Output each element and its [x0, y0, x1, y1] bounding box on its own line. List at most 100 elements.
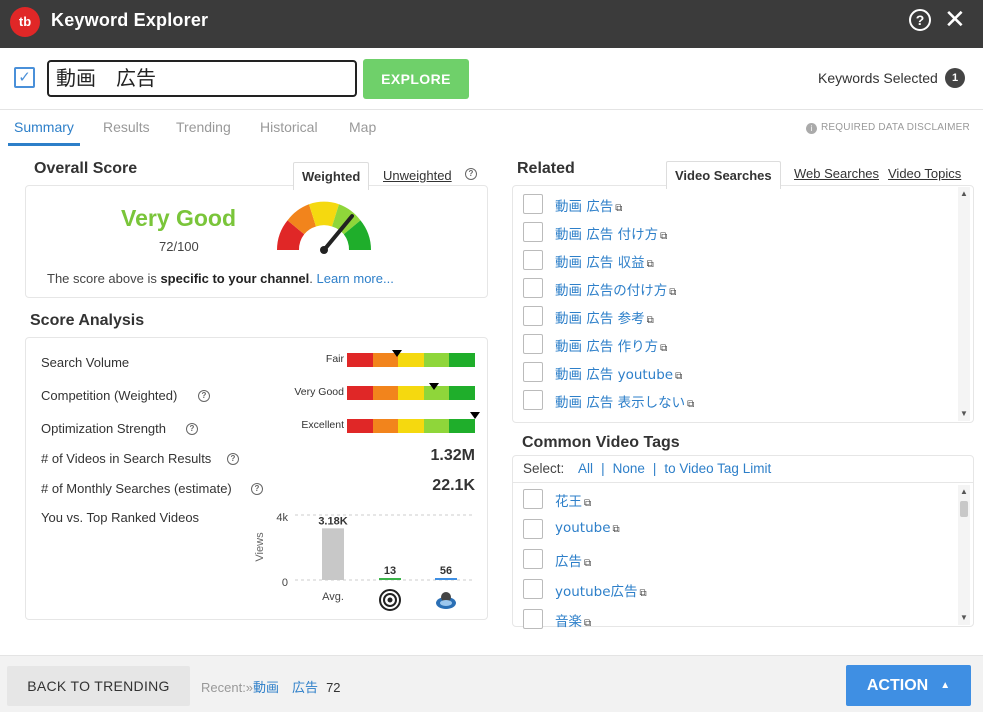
external-link-icon[interactable]: ⧉ [660, 343, 668, 354]
list-item[interactable]: 動画 広告 収益 ⧉ [523, 250, 953, 272]
tags-title: Common Video Tags [522, 434, 680, 451]
tab-map[interactable]: Map [349, 119, 377, 135]
external-link-icon[interactable]: ⧉ [687, 399, 695, 410]
tab-results[interactable]: Results [103, 119, 150, 135]
external-link-icon[interactable]: ⧉ [646, 315, 654, 326]
item-checkbox[interactable] [523, 362, 543, 382]
list-item[interactable]: 広告 ⧉ [523, 549, 953, 571]
item-checkbox[interactable] [523, 250, 543, 270]
scroll-thumb[interactable] [960, 501, 968, 517]
tab-web-searches[interactable]: Web Searches [794, 166, 880, 181]
active-tab-indicator [8, 143, 80, 146]
question-icon[interactable]: ? [465, 168, 477, 180]
explore-button[interactable]: EXPLORE [363, 59, 469, 99]
related-panel [512, 185, 974, 423]
tab-video-searches[interactable]: Video Searches [666, 161, 781, 189]
score-gauge-icon [277, 201, 371, 254]
question-icon[interactable]: ? [186, 423, 198, 435]
tag-checkbox[interactable] [523, 609, 543, 629]
related-title: Related [517, 160, 575, 177]
item-checkbox[interactable] [523, 390, 543, 410]
list-item[interactable]: youtube広告 ⧉ [523, 579, 953, 601]
target-icon [379, 589, 401, 611]
list-item[interactable]: 動画 広告 付け方 ⧉ [523, 222, 953, 244]
learn-more-link[interactable]: Learn more... [316, 271, 394, 286]
list-item[interactable]: youtube ⧉ [523, 519, 953, 541]
list-item[interactable]: 音楽 ⧉ [523, 609, 953, 631]
bar-1 [379, 578, 401, 580]
action-button[interactable]: ACTION ▲ [846, 665, 971, 706]
external-link-icon[interactable]: ⧉ [615, 203, 623, 214]
tag-checkbox[interactable] [523, 489, 543, 509]
footer: BACK TO TRENDING Recent:»動画 広告 72 ACTION ▲ [0, 655, 983, 712]
external-link-icon[interactable]: ⧉ [584, 498, 592, 509]
tab-summary[interactable]: Summary [14, 119, 74, 135]
optimization-label: Optimization Strength [41, 421, 167, 436]
tag-checkbox[interactable] [523, 579, 543, 599]
close-icon[interactable]: ✕ [944, 4, 966, 34]
external-link-icon[interactable]: ⧉ [669, 287, 677, 298]
list-item[interactable]: 動画 広告 作り方 ⧉ [523, 334, 953, 356]
question-icon[interactable]: ? [251, 483, 263, 495]
external-link-icon[interactable]: ⧉ [660, 231, 668, 242]
info-icon: i [806, 123, 817, 134]
list-item[interactable]: 花王 ⧉ [523, 489, 953, 511]
score-analysis-panel [25, 337, 488, 620]
item-checkbox[interactable] [523, 222, 543, 242]
help-icon[interactable]: ? [909, 9, 931, 31]
external-link-icon[interactable]: ⧉ [584, 558, 592, 569]
competition-meter [347, 386, 475, 400]
tab-trending[interactable]: Trending [176, 119, 231, 135]
recent-score: 72 [326, 680, 341, 695]
select-all-link[interactable]: All [578, 461, 594, 476]
item-checkbox[interactable] [523, 306, 543, 326]
related-scrollbar[interactable]: ▲ ▼ [958, 187, 970, 421]
tag-checkbox[interactable] [523, 519, 543, 539]
list-item[interactable]: 動画 広告の付け方 ⧉ [523, 278, 953, 300]
item-checkbox[interactable] [523, 334, 543, 354]
tab-historical[interactable]: Historical [260, 119, 318, 135]
list-item[interactable]: 動画 広告 参考 ⧉ [523, 306, 953, 328]
scroll-up-icon[interactable]: ▲ [960, 189, 968, 198]
tab-video-topics[interactable]: Video Topics [888, 166, 962, 181]
competition-pointer [429, 383, 440, 390]
list-item[interactable]: 動画 広告 ⧉ [523, 194, 953, 216]
score-analysis-title: Score Analysis [30, 312, 145, 329]
back-to-trending-button[interactable]: BACK TO TRENDING [7, 666, 190, 706]
list-item[interactable]: 動画 広告 表示しない ⧉ [523, 390, 953, 412]
bar-0 [322, 528, 344, 580]
keywords-selected-badge[interactable]: 1 [945, 68, 965, 88]
score-note: The score above is specific to your chan… [47, 271, 394, 286]
tags-scrollbar[interactable]: ▲ ▼ [958, 485, 970, 625]
bar-label-2: 56 [440, 565, 452, 577]
search-volume-label: Search Volume [41, 355, 130, 370]
external-link-icon[interactable]: ⧉ [675, 371, 683, 382]
data-disclaimer-link[interactable]: i REQUIRED DATA DISCLAIMER [806, 122, 970, 134]
monthly-searches-label: # of Monthly Searches (estimate) [41, 481, 232, 496]
tab-weighted[interactable]: Weighted [293, 162, 370, 190]
tab-unweighted[interactable]: Unweighted [383, 168, 452, 183]
select-none-link[interactable]: None [612, 461, 645, 476]
bar-2 [435, 578, 457, 580]
external-link-icon[interactable]: ⧉ [584, 618, 592, 629]
scroll-up-icon[interactable]: ▲ [960, 487, 968, 496]
list-item[interactable]: 動画 広告 youtube ⧉ [523, 362, 953, 384]
select-limit-link[interactable]: to Video Tag Limit [664, 461, 772, 476]
tag-checkbox[interactable] [523, 549, 543, 569]
scroll-down-icon[interactable]: ▼ [960, 613, 968, 622]
item-checkbox[interactable] [523, 278, 543, 298]
keyword-checkbox[interactable]: ✓ [14, 67, 35, 88]
vs-top-videos-label: You vs. Top Ranked Videos [41, 510, 200, 525]
videos-count-value: 1.32M [430, 447, 475, 464]
recent-keyword-link[interactable]: 動画 広告 [253, 681, 319, 696]
external-link-icon[interactable]: ⧉ [612, 524, 620, 535]
recent-searches: Recent:»動画 広告 72 [201, 680, 341, 696]
question-icon[interactable]: ? [198, 390, 210, 402]
item-checkbox[interactable] [523, 194, 543, 214]
external-link-icon[interactable]: ⧉ [639, 588, 647, 599]
question-icon[interactable]: ? [227, 453, 239, 465]
keyword-input[interactable]: 動画 広告 [47, 60, 357, 97]
external-link-icon[interactable]: ⧉ [646, 259, 654, 270]
scroll-down-icon[interactable]: ▼ [960, 409, 968, 418]
tags-panel [512, 455, 974, 627]
